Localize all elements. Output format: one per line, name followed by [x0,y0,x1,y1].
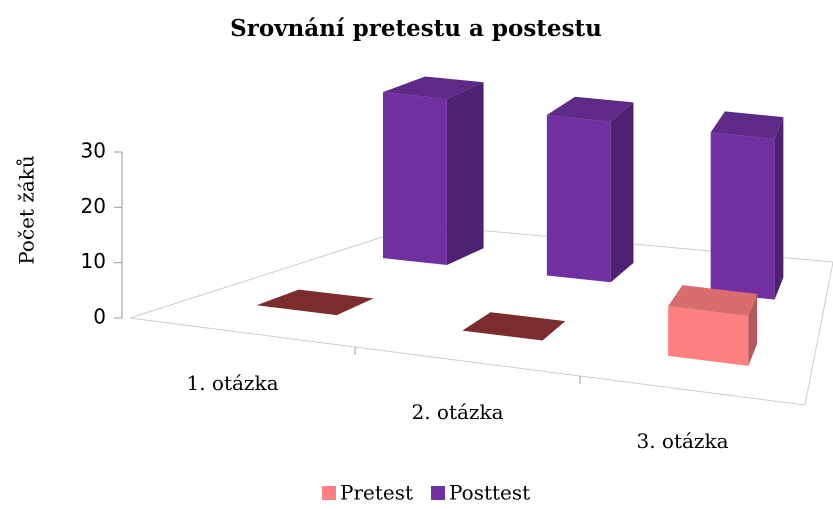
bar-front [546,115,611,283]
y-axis-label: Počet žáků [15,155,39,265]
bar-side [610,102,634,283]
x-tick-label: 1. otázka [186,371,278,395]
legend-label: Posttest [449,481,530,505]
bar-side [446,82,484,265]
bar-front [382,92,447,265]
x-tick-label: 3. otázka [636,429,728,453]
bar-side [774,117,784,300]
bar-top [710,111,784,140]
bar-side [748,293,758,366]
y-tick-label: 10 [81,249,106,273]
x-tick-label: 2. otázka [411,400,503,424]
chart-title: Srovnání pretestu a postestu [230,15,602,42]
legend-label: Pretest [340,481,413,505]
bar [382,76,484,265]
bar [668,285,758,366]
legend-swatch [431,486,446,500]
bar [462,312,566,341]
bar-top [668,285,758,317]
bar [710,111,784,300]
legend-swatch [322,486,336,500]
bar [546,96,634,283]
bar-top [546,96,634,122]
bar-top [462,312,566,341]
y-tick-label: 20 [81,194,106,218]
bar-top [382,76,484,99]
y-tick-label: 0 [93,305,106,329]
bar-front [710,132,775,300]
bar-top [256,289,374,316]
bar [256,289,374,316]
y-tick-label: 30 [81,139,106,163]
bar-front [668,306,749,366]
